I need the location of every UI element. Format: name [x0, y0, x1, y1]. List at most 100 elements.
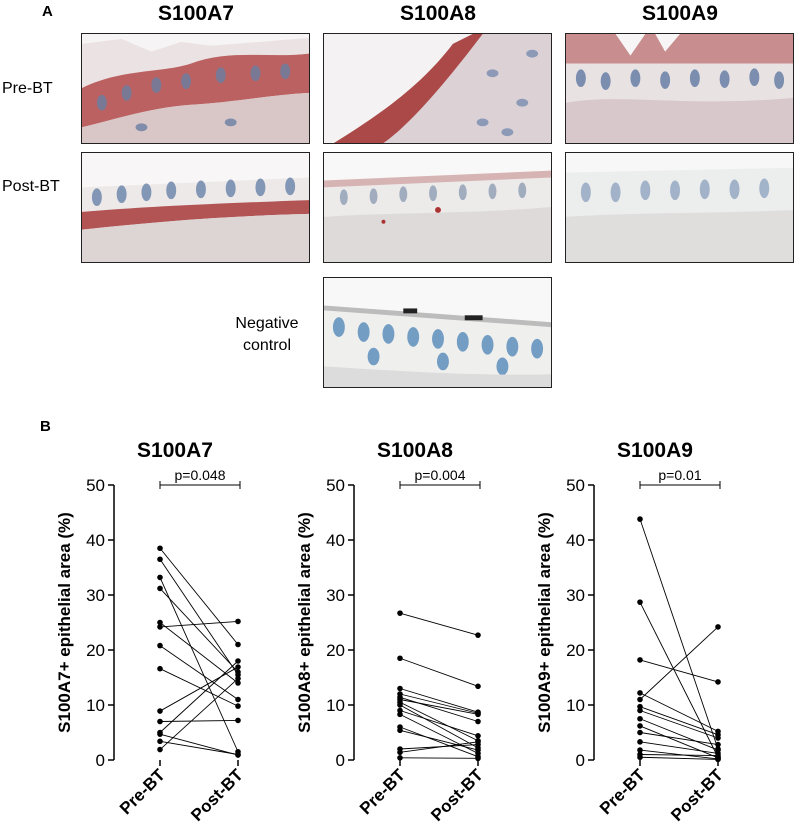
pair-line: [639, 725, 719, 759]
pre-bt-point: [157, 731, 163, 737]
post-bt-point: [715, 735, 721, 741]
pvalue-label: p=0.048: [175, 467, 226, 483]
pre-bt-point: [637, 516, 643, 522]
pair-line: [399, 726, 479, 758]
pre-bt-point: [397, 685, 403, 692]
micrograph-s100a7-pre-bt: [81, 33, 310, 144]
y-tick-label: 40: [326, 531, 345, 550]
pair-line: [639, 756, 719, 760]
post-bt-point: [475, 711, 481, 718]
y-axis-label: S100A7+ epithelial area (%): [55, 512, 74, 733]
pair-line: [639, 518, 719, 750]
pair-line: [399, 612, 479, 636]
pair-line: [639, 754, 719, 757]
pvalue-label: p=0.01: [658, 467, 701, 483]
pre-bt-point: [637, 696, 643, 703]
pre-bt-point: [157, 585, 163, 592]
panel-a-letter: A: [42, 3, 53, 20]
pre-bt-point: [637, 707, 643, 714]
x-category-label: Pre-BT: [116, 765, 169, 818]
chart-s100a8: S100A8 p=0.004 0 10 20 30 40 50 S100A8+ epitheli…: [280, 425, 530, 838]
pair-line: [399, 693, 479, 714]
pair-line: [639, 626, 719, 700]
post-bt-point: [715, 756, 721, 763]
pair-line: [159, 719, 239, 722]
pair-line: [639, 601, 719, 758]
y-tick-label: 20: [326, 641, 345, 660]
post-bt-point: [235, 696, 241, 703]
post-bt-point: [235, 717, 241, 724]
y-axis-label: S100A9+ epithelial area (%): [535, 512, 554, 733]
pair-line: [159, 620, 239, 628]
y-tick-label: 10: [566, 696, 585, 715]
pair-line: [639, 659, 719, 683]
pre-bt-point: [637, 729, 643, 736]
y-tick-label: 10: [326, 696, 345, 715]
pre-bt-point: [397, 610, 403, 616]
pair-line: [399, 757, 479, 759]
y-tick-label: 20: [566, 641, 585, 660]
y-tick-label: 40: [566, 531, 585, 550]
y-tick-label: 0: [336, 751, 345, 770]
post-bt-point: [235, 675, 241, 682]
pre-bt-point: [157, 642, 163, 649]
post-bt-point: [235, 669, 241, 675]
pre-bt-point: [637, 754, 643, 761]
negative-label-line1: Negative: [235, 315, 299, 332]
negative-label-line2: control: [242, 337, 292, 354]
post-bt-point: [475, 632, 481, 638]
pre-bt-point: [157, 738, 163, 745]
pair-line: [399, 729, 479, 751]
post-bt-point: [235, 680, 241, 686]
x-category-label: Pre-BT: [596, 765, 649, 818]
x-category-label: Pre-BT: [356, 765, 409, 818]
pair-line: [159, 558, 239, 676]
pre-bt-point: [397, 749, 403, 756]
pre-bt-point: [637, 599, 643, 605]
y-tick-label: 30: [86, 586, 105, 605]
pre-bt-point: [157, 574, 163, 581]
pair-line: [639, 718, 719, 751]
pre-bt-point: [637, 715, 643, 722]
post-bt-point: [475, 739, 481, 745]
pair-line: [399, 704, 479, 749]
x-category-label: Post-BT: [187, 765, 247, 825]
pre-bt-point: [397, 711, 403, 718]
pair-line: [159, 645, 239, 700]
pair-line: [639, 692, 719, 732]
pre-bt-point: [157, 708, 163, 714]
chart-s100a9: S100A9 p=0.01 0 10 20 30 40 50 S100A9+ epithelia…: [520, 425, 770, 838]
panel-b-letter: B: [40, 418, 51, 435]
pair-line: [159, 660, 239, 733]
post-bt-point: [475, 747, 481, 753]
post-bt-point: [235, 664, 241, 670]
pre-bt-point: [397, 727, 403, 734]
post-bt-point: [235, 618, 241, 625]
y-tick-label: 40: [86, 531, 105, 550]
pre-bt-point: [397, 702, 403, 708]
y-tick-label: 30: [566, 586, 585, 605]
y-tick-label: 30: [326, 586, 345, 605]
pair-line: [159, 733, 239, 756]
pair-line: [159, 577, 239, 752]
negative-control-label: Negative control: [212, 313, 322, 357]
y-axis-label: S100A8+ epithelial area (%): [295, 512, 314, 733]
post-bt-point: [475, 733, 481, 739]
row-label-pre-bt: Pre-BT: [2, 80, 53, 97]
pre-bt-point: [157, 718, 163, 725]
pre-bt-point: [397, 707, 403, 714]
pre-bt-point: [157, 619, 163, 626]
pair-line: [399, 701, 479, 742]
pvalue-label: p=0.004: [415, 467, 466, 483]
pre-bt-point: [157, 556, 163, 563]
pair-line: [399, 688, 479, 713]
pre-bt-point: [637, 703, 643, 710]
col-title-s100a7: S100A7: [158, 2, 234, 25]
col-title-s100a9: S100A9: [642, 2, 718, 25]
chart-title-s100a9: S100A9: [617, 439, 693, 462]
pre-bt-point: [157, 665, 163, 672]
pair-line: [639, 710, 719, 739]
chart-title-s100a7: S100A7: [137, 439, 213, 462]
pair-line: [639, 706, 719, 736]
chart-title-s100a8: S100A8: [377, 439, 453, 462]
